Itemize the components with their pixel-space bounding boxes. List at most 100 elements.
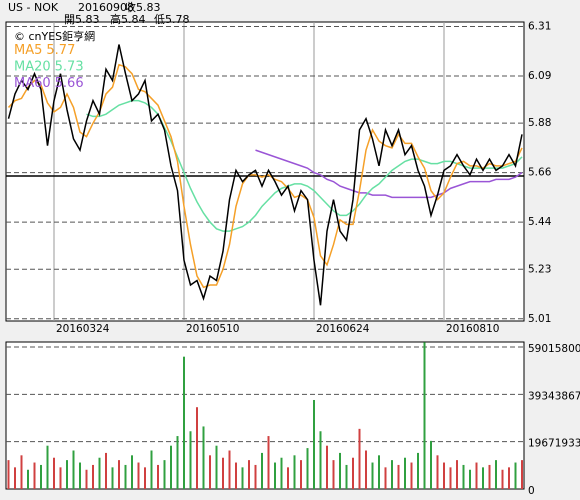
y-tick-label: 5.44 [528, 216, 552, 228]
volume-bar [443, 462, 445, 489]
volume-bar [137, 462, 140, 489]
close: 收5.83 [125, 0, 161, 14]
volume-bar [365, 450, 367, 489]
volume-bar [254, 464, 257, 489]
volume-bar [59, 467, 62, 489]
volume-bar [436, 455, 439, 489]
volume-bar [378, 455, 380, 489]
volume-bar [150, 450, 153, 489]
volume-bar [508, 467, 510, 489]
volume-bar [371, 462, 374, 489]
y-tick-label: 6.09 [528, 70, 551, 82]
volume-bar [293, 455, 296, 489]
y-tick-label: 19671933 [528, 438, 580, 450]
volume-bar [488, 464, 491, 489]
volume-bar [228, 450, 231, 489]
volume-bar [280, 457, 283, 489]
volume-bar [7, 460, 10, 489]
volume-bar [358, 428, 361, 489]
legend-name: MA5 [14, 43, 42, 58]
volume-bar [430, 440, 432, 489]
y-tick-label: 5.88 [528, 117, 551, 129]
volume-bar [27, 469, 29, 489]
volume-bar [14, 467, 16, 489]
volume-bar [404, 457, 406, 489]
high: 高5.84 [110, 12, 146, 26]
legend-entry: MA60 5.66 [14, 76, 84, 91]
symbol: US - NOK [8, 1, 59, 14]
volume-bar [423, 342, 426, 489]
x-tick-label: 20160510 [186, 323, 239, 335]
volume-bar [183, 356, 185, 489]
volume-bar [235, 462, 237, 489]
volume-bar [352, 457, 354, 489]
volume-bar [176, 436, 179, 489]
legend-value: 5.66 [55, 76, 84, 91]
volume-bar [319, 431, 322, 489]
volume-bar [501, 469, 504, 489]
legend-value: 5.73 [55, 59, 84, 74]
watermark: © cnYES鉅亨網 [14, 29, 95, 43]
volume-bar [118, 460, 120, 489]
volume-bar [482, 467, 484, 489]
volume-bar [391, 460, 393, 489]
volume-bar [66, 460, 68, 489]
volume-bar [456, 460, 458, 489]
volume-bar [92, 464, 94, 489]
legend-entry: MA5 5.77 [14, 43, 75, 58]
y-tick-label: 5.23 [528, 263, 551, 275]
volume-bar [124, 464, 127, 489]
volume-bar [326, 445, 328, 489]
volume-bar [131, 455, 133, 489]
volume-bar [79, 462, 81, 489]
volume-bar [521, 460, 523, 489]
legend-name: MA60 [14, 76, 51, 91]
volume-bar [189, 431, 192, 489]
volume-bar [274, 462, 276, 489]
volume-bar [215, 445, 218, 489]
volume-bar [85, 469, 88, 489]
volume-bar [111, 467, 114, 489]
y-tick-label: 39343867 [528, 390, 580, 402]
legend-value: 5.77 [46, 43, 75, 58]
price-line [7, 44, 523, 306]
ma-line [255, 149, 523, 199]
volume-bar [72, 450, 75, 489]
x-tick-label: 20160624 [316, 323, 370, 335]
volume-panel [5, 341, 525, 490]
y-tick-label: 59015800 [528, 343, 580, 355]
volume-bar [33, 462, 36, 489]
volume-bar [40, 464, 42, 489]
volume-bar [53, 457, 55, 489]
volume-bar [287, 467, 289, 489]
volume-bar [397, 464, 400, 489]
y-tick-label: 0 [528, 485, 535, 497]
x-tick-label: 20160324 [56, 323, 110, 335]
price-panel [5, 21, 525, 322]
volume-bar [306, 448, 309, 489]
volume-bar [20, 455, 23, 489]
volume-bar [267, 436, 270, 489]
y-tick-label: 5.01 [528, 313, 551, 325]
volume-bar [339, 452, 341, 489]
volume-bar [332, 460, 335, 489]
volume-bar [345, 464, 348, 489]
date: 20160908 [78, 1, 134, 14]
y-tick-label: 5.66 [528, 167, 552, 179]
volume-bar [384, 467, 387, 489]
volume-bar [475, 462, 478, 489]
volume-bar [261, 452, 263, 489]
volume-bar [462, 464, 465, 489]
volume-bar [449, 467, 452, 489]
volume-bar [222, 457, 224, 489]
volume-bar [313, 399, 315, 489]
volume-bar [248, 460, 250, 489]
legend-name: MA20 [14, 59, 51, 74]
legend-entry: MA20 5.73 [14, 59, 84, 74]
volume-bar [105, 452, 107, 489]
volume-bar [46, 445, 49, 489]
open: 開5.83 [64, 13, 100, 26]
volume-bar [163, 460, 166, 489]
volume-bar [417, 452, 419, 489]
